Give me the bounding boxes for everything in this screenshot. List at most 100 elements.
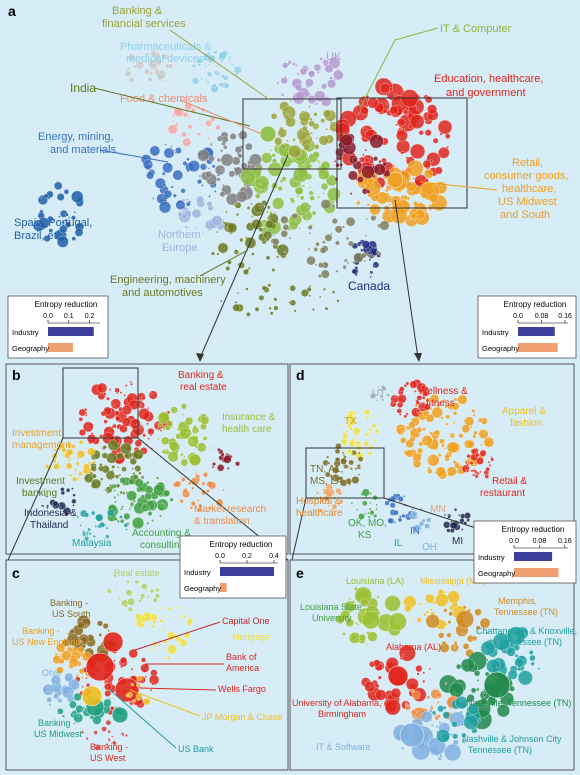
network-node: [261, 285, 267, 291]
network-node: [149, 392, 153, 396]
network-node: [486, 473, 489, 476]
zoom-box-a-to-d: [336, 97, 468, 209]
annotation: TN, AL,: [310, 464, 343, 475]
network-node: [206, 416, 209, 419]
network-node: [220, 153, 234, 167]
network-node: [46, 457, 50, 460]
network-node: [106, 396, 110, 401]
network-node: [113, 489, 116, 492]
network-node: [188, 160, 200, 172]
annotation: Insurance &: [222, 412, 276, 423]
annotation: Mortgage: [232, 632, 270, 642]
network-node: [425, 95, 433, 104]
network-node: [457, 513, 461, 517]
network-node: [373, 439, 377, 442]
network-node: [509, 686, 515, 692]
network-node: [474, 474, 479, 479]
network-node: [127, 598, 135, 606]
network-node: [393, 521, 397, 524]
network-node: [59, 513, 62, 516]
network-node: [429, 431, 433, 436]
panel-label-e: e: [296, 565, 304, 581]
network-node: [445, 422, 449, 426]
network-node: [114, 410, 120, 416]
network-node: [162, 427, 166, 431]
network-node: [454, 642, 458, 646]
network-node: [73, 692, 82, 702]
network-node: [354, 272, 358, 276]
network-node: [420, 192, 427, 199]
network-node: [189, 454, 201, 466]
network-node: [367, 631, 378, 642]
network-node: [198, 118, 201, 121]
network-node: [205, 170, 213, 178]
network-node: [134, 613, 143, 621]
leader: [139, 687, 217, 691]
network-node: [188, 133, 191, 136]
zoom-arrowhead-d: [414, 353, 422, 362]
network-node: [359, 157, 362, 161]
network-node: [85, 652, 115, 682]
network-node: [427, 104, 438, 115]
network-node: [373, 156, 378, 162]
category-label: Industry: [184, 568, 211, 577]
annotation: Tennessee (TN): [468, 745, 532, 755]
network-node: [132, 699, 136, 703]
network-node: [360, 248, 364, 252]
panel-label-c: c: [12, 565, 20, 581]
bar-industry: [48, 327, 94, 336]
annotation: Capital One: [222, 616, 270, 626]
network-node: [460, 710, 463, 714]
network-node: [280, 93, 285, 97]
network-node: [183, 455, 186, 459]
network-node: [466, 440, 475, 449]
network-node: [202, 436, 208, 441]
network-node: [233, 65, 237, 69]
network-node: [207, 137, 211, 140]
network-node: [67, 645, 70, 648]
network-node: [306, 286, 312, 292]
network-node: [373, 514, 378, 518]
network-node: [92, 534, 96, 538]
network-node: [444, 405, 448, 409]
network-node: [323, 495, 330, 502]
network-node: [465, 461, 468, 465]
network-node: [390, 206, 408, 224]
network-node: [127, 67, 131, 71]
network-node: [111, 706, 129, 724]
leader: [169, 29, 271, 101]
network-node: [324, 306, 329, 311]
network-node: [394, 93, 398, 97]
network-node: [376, 595, 380, 599]
network-node: [399, 722, 425, 748]
network-node: [384, 699, 401, 716]
network-node: [386, 171, 404, 189]
annotation: TX: [344, 416, 357, 427]
network-node: [282, 224, 290, 231]
network-node: [228, 170, 236, 178]
network-node: [157, 411, 170, 424]
network-node: [88, 532, 92, 536]
network-node: [444, 133, 451, 139]
network-node: [288, 220, 299, 231]
network-node: [439, 754, 443, 758]
network-node: [163, 147, 175, 159]
network-node: [422, 390, 428, 397]
network-node: [289, 99, 292, 103]
network-node: [206, 80, 210, 84]
panel-d-frame: [289, 363, 575, 555]
network-node: [426, 517, 432, 523]
network-node: [166, 655, 171, 660]
network-node: [220, 452, 225, 457]
panel-c-leaders: [109, 621, 224, 749]
network-node: [208, 195, 211, 198]
network-node: [334, 448, 341, 454]
network-node: [58, 658, 65, 665]
network-node: [429, 608, 433, 611]
network-node: [312, 307, 315, 311]
network-node: [318, 168, 330, 180]
network-node: [207, 228, 210, 231]
network-node: [79, 524, 82, 527]
network-node: [453, 645, 456, 648]
annotation: UT: [372, 388, 385, 399]
